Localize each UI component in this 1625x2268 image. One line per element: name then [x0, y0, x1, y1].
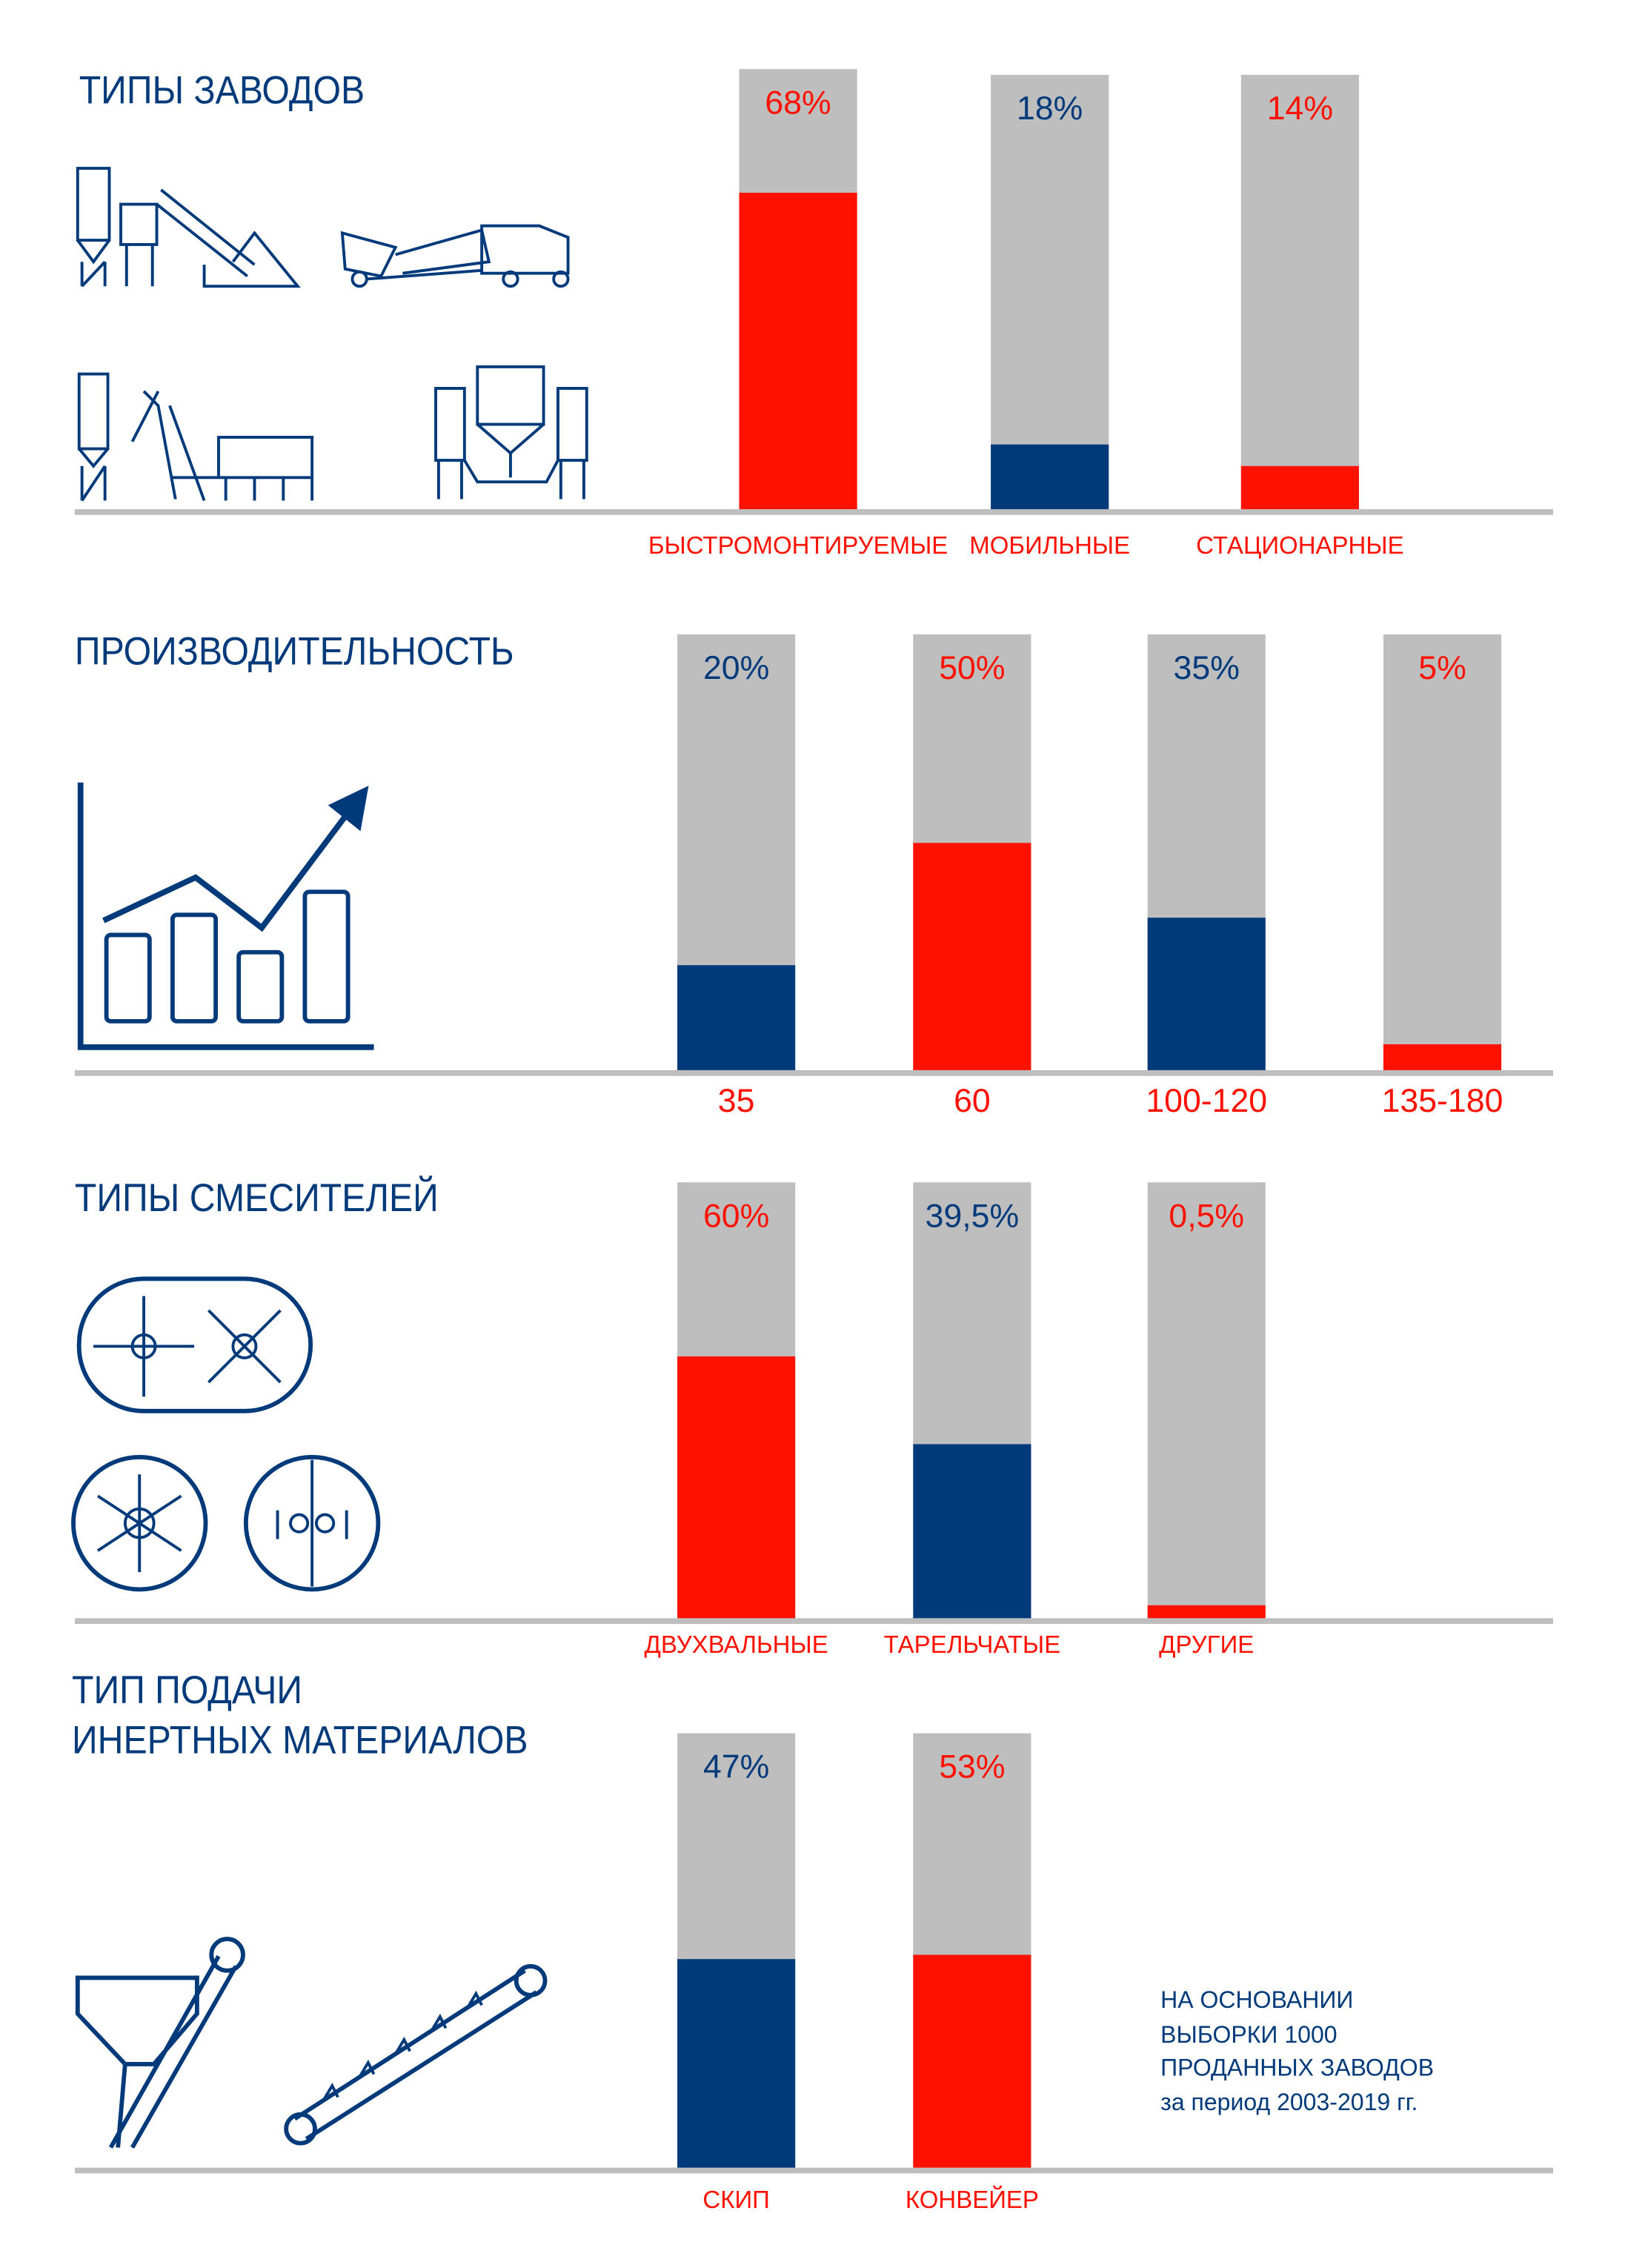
bar-value-label: 20% — [702, 649, 770, 686]
category-label: 100-120 — [1146, 1081, 1268, 1119]
bar-track: 5% — [1383, 634, 1502, 1070]
bar-fill — [913, 1954, 1031, 2168]
category-label: БЫСТРОМОНТИРУЕМЫЕ — [648, 532, 948, 560]
category-label: ДВУХВАЛЬНЫЕ — [644, 1631, 828, 1659]
section-title-feed-type-line2: ИНЕРТНЫХ МАТЕРИАЛОВ — [72, 1719, 528, 1763]
growth-chart-icon — [77, 782, 374, 1050]
bar-track: 18% — [991, 74, 1109, 510]
bar-track: 50% — [913, 634, 1031, 1070]
bar-fill — [677, 1356, 796, 1619]
bar-value-label: 68% — [765, 83, 831, 122]
sample-note: НА ОСНОВАНИИ ВЫБОРКИ 1000 ПРОДАННЫХ ЗАВО… — [1160, 1985, 1434, 2120]
bar-track: 68% — [739, 69, 857, 510]
bar-track: 35% — [1147, 634, 1266, 1070]
category-label: КОНВЕЙЕР — [905, 2186, 1039, 2214]
bar-track: 14% — [1240, 74, 1359, 510]
compact-plant-icon — [77, 372, 314, 502]
bar-fill — [1147, 918, 1266, 1070]
chart-baseline — [74, 1618, 1553, 1625]
category-label: 60 — [954, 1081, 991, 1119]
bar-value-label: 18% — [1017, 89, 1083, 127]
bar-value-label: 53% — [939, 1747, 1006, 1785]
chart-baseline — [74, 1070, 1553, 1076]
bar-track: 60% — [677, 1182, 796, 1619]
bar-value-label: 60% — [702, 1196, 770, 1235]
bar-track: 20% — [677, 634, 796, 1070]
twin-shaft-mixer-icon — [76, 1276, 313, 1413]
bar-fill — [677, 965, 796, 1070]
category-label: ДРУГИЕ — [1159, 1631, 1255, 1659]
category-label: 35 — [717, 1081, 755, 1119]
bar-track: 47% — [677, 1733, 796, 2168]
bar-value-label: 50% — [939, 649, 1006, 686]
section-title-productivity: ПРОИЗВОДИТЕЛЬНОСТЬ — [74, 630, 514, 674]
note-line: НА ОСНОВАНИИ — [1160, 1988, 1354, 2014]
bar-value-label: 39,5% — [925, 1196, 1020, 1235]
belt-conveyor-icon — [284, 1964, 548, 2146]
note-line: ВЫБОРКИ 1000 — [1160, 2021, 1337, 2048]
bar-value-label: 5% — [1418, 649, 1466, 686]
bar-fill — [913, 1444, 1031, 1619]
category-label: МОБИЛЬНЫЕ — [969, 532, 1131, 560]
chart-baseline — [74, 509, 1553, 515]
fast-mount-plant-icon — [76, 167, 301, 288]
bar-track: 0,5% — [1147, 1182, 1266, 1619]
section-title-mixer-types: ТИПЫ СМЕСИТЕЛЕЙ — [74, 1176, 439, 1220]
skip-hoist-icon — [75, 1937, 245, 2149]
category-label: 135-180 — [1381, 1081, 1503, 1119]
bar-value-label: 35% — [1173, 649, 1240, 686]
bar-fill — [991, 444, 1109, 510]
bar-value-label: 14% — [1266, 89, 1334, 127]
note-line: за период 2003-2019 гг. — [1160, 2089, 1418, 2115]
planetary-mixer-icon — [71, 1455, 208, 1592]
bar-fill — [739, 192, 857, 510]
bar-value-label: 0,5% — [1169, 1196, 1245, 1235]
pan-mixer-icon — [243, 1455, 381, 1592]
bar-fill — [1147, 1605, 1266, 1619]
mobile-plant-icon — [340, 224, 570, 288]
note-line: ПРОДАННЫХ ЗАВОДОВ — [1160, 2055, 1435, 2082]
bar-fill — [913, 843, 1031, 1070]
category-label: СТАЦИОНАРНЫЕ — [1196, 532, 1404, 560]
section-title-plant-types: ТИПЫ ЗАВОДОВ — [79, 69, 365, 113]
bar-fill — [1240, 465, 1359, 510]
category-label: ТАРЕЛЬЧАТЫЕ — [883, 1631, 1061, 1659]
bar-track: 39,5% — [913, 1182, 1031, 1619]
bar-fill — [677, 1959, 796, 2168]
chart-baseline — [74, 2167, 1553, 2174]
category-label: СКИП — [702, 2186, 770, 2214]
bar-fill — [1383, 1044, 1502, 1070]
stationary-plant-icon — [434, 365, 588, 500]
section-title-feed-type-line1: ТИП ПОДАЧИ — [72, 1668, 303, 1712]
bar-value-label: 47% — [702, 1747, 770, 1785]
bar-track: 53% — [913, 1733, 1031, 2168]
